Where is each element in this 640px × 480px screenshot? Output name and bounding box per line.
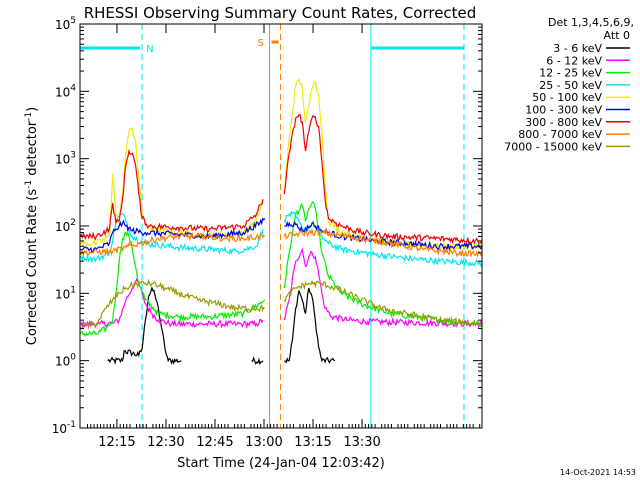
y-axis-label-end: ): [25, 107, 40, 112]
legend-label: 12 - 25 keV: [539, 67, 602, 80]
series-line: [283, 114, 483, 245]
legend-label: 7000 - 15000 keV: [504, 140, 602, 153]
legend-label: 800 - 7000 keV: [518, 128, 602, 141]
y-axis: 10-1 100 101 102 103 104 105: [52, 16, 482, 436]
series-line: [79, 217, 266, 254]
series-line: [284, 287, 336, 364]
series-line: [283, 227, 483, 258]
y-tick-label: 10-1: [52, 420, 76, 436]
date-stamp: 14-Oct-2021 14:53: [560, 468, 636, 477]
y-axis-label: Corrected Count Rate (s-1 detector-1): [24, 107, 40, 345]
series-line: [283, 247, 483, 329]
legend-label: 50 - 100 keV: [532, 91, 602, 104]
legend-header-line-1: Det 1,3,4,5,6,9,: [548, 16, 634, 29]
x-axis: 12:15 12:30 12:45 13:00 13:15 13:30: [87, 24, 481, 450]
series-line: [79, 278, 266, 330]
y-tick-label: 104: [55, 83, 76, 99]
series-line: [283, 279, 482, 327]
y-tick-label: 102: [55, 218, 76, 234]
x-tick-label: 12:15: [98, 435, 135, 450]
x-tick-label: 13:00: [245, 435, 282, 450]
y-axis-label-mid: detector: [25, 120, 40, 180]
x-tick-label: 13:30: [343, 435, 380, 450]
x-tick-label: 12:30: [147, 435, 184, 450]
legend-label: 3 - 6 keV: [553, 42, 602, 55]
marker-label-n: N: [146, 44, 153, 55]
x-tick-label: 12:45: [196, 435, 233, 450]
y-tick-label: 103: [55, 151, 76, 167]
series-line: [251, 356, 264, 366]
series-line: [79, 231, 266, 257]
legend-label: 6 - 12 keV: [546, 54, 602, 67]
x-axis-label: Start Time (24-Jan-04 12:03:42): [177, 456, 385, 471]
y-axis-label-main: Corrected Count Rate (s: [25, 189, 40, 346]
chart-title: RHESSI Observing Summary Count Rates, Co…: [84, 4, 477, 22]
legend-label: 100 - 300 keV: [525, 104, 602, 117]
series-line: [79, 277, 264, 330]
y-tick-label: 101: [55, 285, 76, 301]
series-line: [284, 220, 483, 252]
y-axis-label-sup-2: -1: [24, 112, 34, 121]
series-group: [79, 78, 483, 366]
legend-header-line-2: Att 0: [604, 29, 630, 42]
legend-label: 300 - 800 keV: [525, 116, 602, 129]
marker-label-s: S: [258, 38, 264, 49]
series-line: [107, 286, 182, 365]
observing-markers: NS: [80, 24, 465, 428]
y-tick-label: 100: [55, 353, 76, 369]
series-line: [79, 148, 264, 241]
y-axis-label-sup-1: -1: [24, 180, 34, 189]
x-tick-label: 13:15: [294, 435, 331, 450]
legend-label: 25 - 50 keV: [539, 79, 602, 92]
y-tick-label: 105: [55, 16, 76, 32]
series-line: [79, 231, 266, 338]
